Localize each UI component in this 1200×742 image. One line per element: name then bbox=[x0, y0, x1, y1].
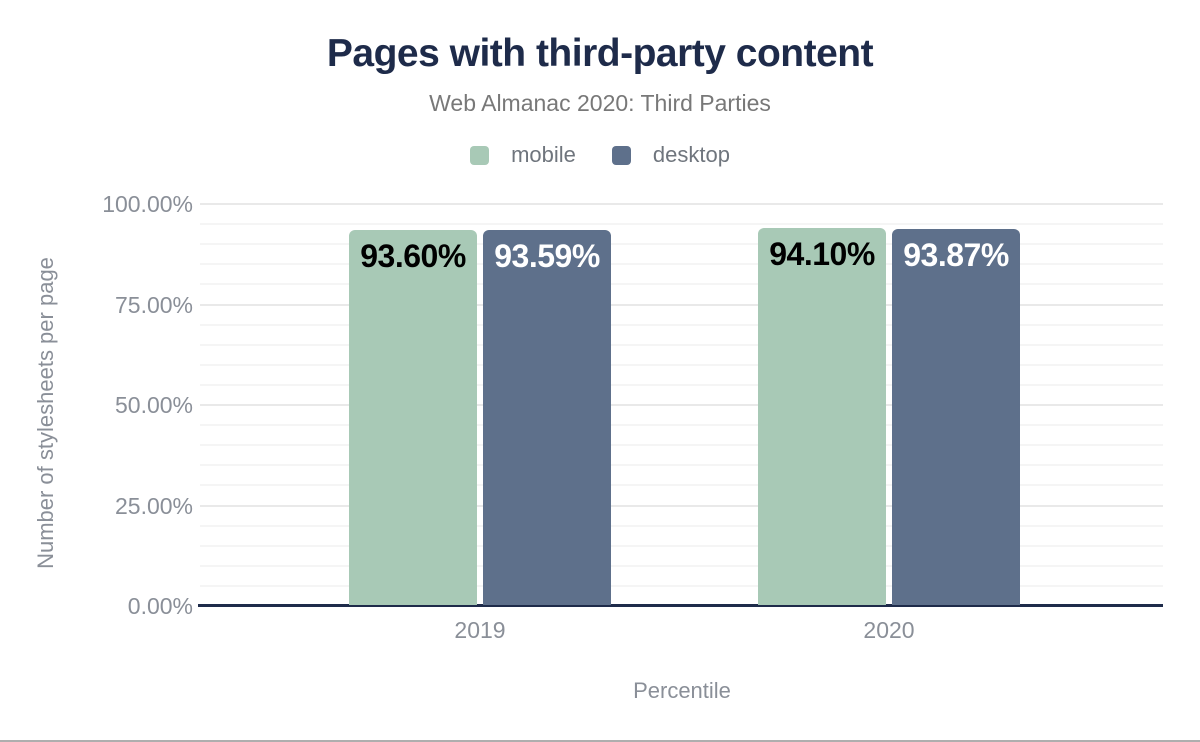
y-tick-label: 25.00% bbox=[114, 492, 193, 519]
y-tick-label: 100.00% bbox=[102, 191, 193, 217]
legend-item-desktop[interactable]: desktop bbox=[611, 142, 730, 168]
y-tick-label: 75.00% bbox=[114, 291, 193, 318]
minor-gridline bbox=[200, 383, 1163, 386]
bar-label-desktop-2019: 93.59% bbox=[494, 237, 600, 274]
minor-gridline bbox=[200, 363, 1163, 366]
minor-gridline bbox=[200, 424, 1163, 427]
x-axis-title: Percentile bbox=[633, 678, 731, 703]
screenshot-bottom-border bbox=[0, 740, 1200, 742]
major-gridline bbox=[200, 504, 1163, 507]
mobile-series-swatch-icon bbox=[470, 145, 490, 165]
bar-label-mobile-2019: 93.60% bbox=[360, 237, 466, 274]
bar-desktop-2019[interactable] bbox=[483, 229, 611, 605]
minor-gridline bbox=[200, 343, 1163, 346]
major-gridline bbox=[200, 404, 1163, 406]
minor-gridline bbox=[200, 323, 1163, 326]
chart-title: Pages with third-party content bbox=[326, 32, 874, 75]
legend-item-mobile[interactable]: mobile bbox=[470, 142, 576, 168]
minor-gridline bbox=[200, 243, 1163, 246]
minor-gridline bbox=[200, 564, 1163, 567]
minor-gridline bbox=[200, 444, 1163, 447]
x-tick-label: 2020 bbox=[863, 617, 915, 643]
minor-gridline bbox=[200, 544, 1163, 547]
minor-gridline bbox=[200, 484, 1163, 487]
legend: mobile desktop bbox=[0, 142, 1200, 168]
x-tick-label: 2019 bbox=[454, 617, 506, 643]
major-gridline bbox=[200, 303, 1163, 306]
y-tick-label: 0.00% bbox=[127, 593, 193, 619]
bar-desktop-2020[interactable] bbox=[892, 228, 1020, 605]
legend-label-desktop: desktop bbox=[652, 142, 730, 167]
bar-mobile-2020[interactable] bbox=[758, 227, 886, 605]
major-gridline bbox=[200, 203, 1163, 205]
bar-label-mobile-2020: 94.10% bbox=[769, 235, 875, 272]
legend-label-mobile: mobile bbox=[511, 142, 576, 167]
y-tick-label: 50.00% bbox=[114, 392, 193, 418]
x-axis-line bbox=[198, 604, 1163, 607]
chart-subtitle: Web Almanac 2020: Third Parties bbox=[429, 90, 771, 116]
minor-gridline bbox=[200, 283, 1163, 286]
minor-gridline bbox=[200, 223, 1163, 226]
minor-gridline bbox=[200, 524, 1163, 527]
minor-gridline bbox=[200, 263, 1163, 266]
minor-gridline bbox=[200, 584, 1163, 587]
minor-gridline bbox=[200, 464, 1163, 467]
bar-label-desktop-2020: 93.87% bbox=[903, 236, 1009, 273]
desktop-series-swatch-icon bbox=[611, 145, 631, 165]
bar-mobile-2019[interactable] bbox=[349, 229, 477, 605]
y-axis-title: Number of stylesheets per page bbox=[33, 257, 58, 569]
